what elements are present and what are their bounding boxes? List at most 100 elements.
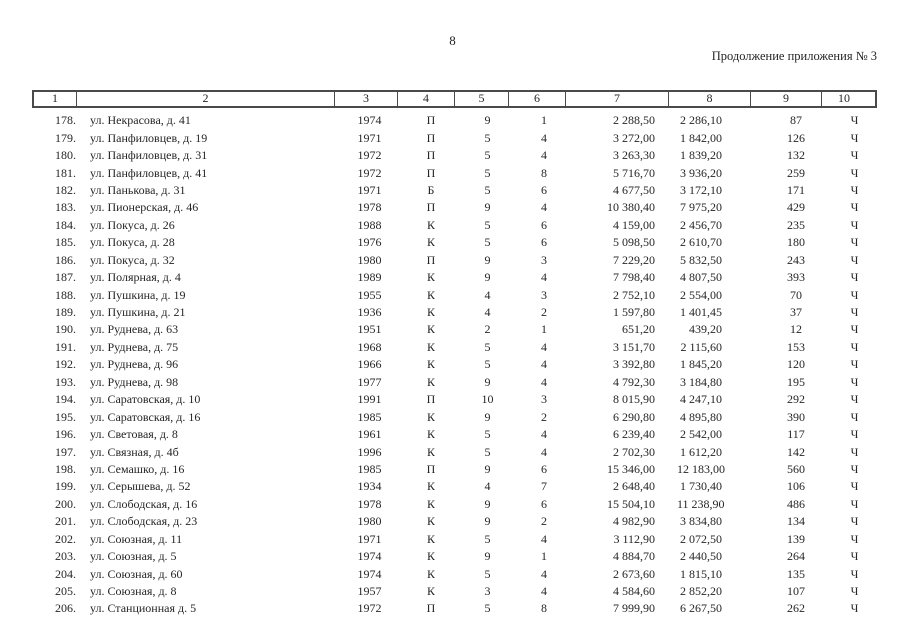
- cell-col-8: 3 172,10: [680, 182, 722, 197]
- table-row: 188. ул. Пушкина, д. 19 1955 К 4 3 2 752,10 2 5…: [32, 286, 877, 303]
- cell-col-4: К: [426, 549, 435, 564]
- cell-col-6: 3: [541, 392, 547, 407]
- cell-col-7: 7 999,90: [613, 601, 655, 616]
- cell-col-7: 4 884,70: [613, 549, 655, 564]
- cell-col-6: 6: [541, 182, 547, 197]
- cell-col-6: 6: [541, 217, 547, 232]
- cell-col-5: 5: [484, 357, 491, 372]
- cell-col-9: 243: [787, 252, 805, 267]
- cell-col-8: 6 267,50: [680, 601, 722, 616]
- cell-col-6: 4: [541, 270, 547, 285]
- cell-col-1: 203.: [55, 549, 76, 564]
- cell-col-8: 1 401,45: [680, 305, 722, 320]
- cell-col-10: Ч: [850, 322, 859, 337]
- cell-col-7: 3 151,70: [613, 339, 655, 354]
- cell-col-4: П: [426, 461, 436, 476]
- cell-col-7: 8 015,90: [613, 392, 655, 407]
- cell-col-8: 1 839,20: [680, 148, 722, 163]
- cell-col-10: Ч: [850, 584, 859, 599]
- cell-col-3: 1971: [357, 182, 382, 197]
- table-row: 178. ул. Некрасова, д. 41 1974 П 9 1 2 288,50 2…: [32, 112, 877, 129]
- cell-col-6: 4: [541, 584, 547, 599]
- cell-col-10: Ч: [850, 409, 859, 424]
- cell-col-10: Ч: [850, 601, 859, 616]
- cell-col-1: 181.: [55, 165, 76, 180]
- cell-col-8: 2 456,70: [680, 217, 722, 232]
- cell-col-8: 5 832,50: [680, 252, 722, 267]
- cell-col-9: 70: [790, 287, 802, 302]
- cell-col-5: 5: [484, 427, 491, 442]
- cell-col-2: ул. Слободская, д. 23: [90, 514, 198, 529]
- cell-col-2: ул. Саратовская, д. 10: [90, 392, 201, 407]
- cell-col-8: 1 842,00: [680, 130, 722, 145]
- cell-col-10: Ч: [850, 339, 859, 354]
- cell-col-2: ул. Пушкина, д. 19: [90, 287, 186, 302]
- cell-col-9: 87: [790, 113, 802, 128]
- cell-col-8: 1 730,40: [680, 479, 722, 494]
- cell-col-6: 4: [541, 357, 547, 372]
- cell-col-1: 196.: [55, 427, 76, 442]
- cell-col-2: ул. Панфиловцев, д. 31: [90, 148, 208, 163]
- cell-col-6: 6: [541, 235, 547, 250]
- cell-col-8: 3 834,80: [680, 514, 722, 529]
- cell-col-7: 6 239,40: [613, 427, 655, 442]
- cell-col-10: Ч: [850, 549, 859, 564]
- cell-col-7: 4 159,00: [613, 217, 655, 232]
- cell-col-9: 195: [787, 374, 805, 389]
- table-row: 187. ул. Полярная, д. 4 1989 К 9 4 7 798,40 4 8…: [32, 269, 877, 286]
- cell-col-1: 194.: [55, 392, 76, 407]
- cell-col-9: 429: [787, 200, 805, 215]
- cell-col-3: 1980: [357, 514, 382, 529]
- cell-col-10: Ч: [850, 252, 859, 267]
- column-header: 9: [750, 92, 821, 106]
- cell-col-2: ул. Слободская, д. 16: [90, 496, 198, 511]
- cell-col-2: ул. Пушкина, д. 21: [90, 305, 186, 320]
- cell-col-5: 5: [484, 217, 491, 232]
- cell-col-4: К: [426, 514, 435, 529]
- cell-col-9: 134: [787, 514, 805, 529]
- cell-col-9: 107: [787, 584, 805, 599]
- cell-col-10: Ч: [850, 130, 859, 145]
- cell-col-3: 1971: [357, 531, 382, 546]
- cell-col-3: 1974: [357, 566, 382, 581]
- cell-col-6: 1: [541, 549, 547, 564]
- table-row: 196. ул. Световая, д. 8 1961 К 5 4 6 239,40 2 5…: [32, 426, 877, 443]
- cell-col-3: 1955: [357, 287, 382, 302]
- cell-col-9: 139: [787, 531, 805, 546]
- cell-col-5: 9: [484, 514, 491, 529]
- cell-col-2: ул. Световая, д. 8: [90, 427, 178, 442]
- cell-col-6: 4: [541, 427, 547, 442]
- cell-col-3: 1996: [357, 444, 382, 459]
- table-row: 204. ул. Союзная, д. 60 1974 К 5 4 2 673,60 1 8…: [32, 565, 877, 582]
- cell-col-8: 3 184,80: [680, 374, 722, 389]
- cell-col-3: 1966: [357, 357, 382, 372]
- column-header: 10: [821, 92, 866, 106]
- cell-col-2: ул. Союзная, д. 11: [90, 531, 183, 546]
- cell-col-1: 191.: [55, 339, 76, 354]
- cell-col-3: 1980: [357, 252, 382, 267]
- cell-col-5: 5: [484, 130, 491, 145]
- cell-col-5: 5: [484, 444, 491, 459]
- cell-col-6: 4: [541, 566, 547, 581]
- table-row: 183. ул. Пионерская, д. 46 1978 П 9 4 10 380,4…: [32, 199, 877, 216]
- cell-col-3: 1978: [357, 200, 382, 215]
- cell-col-4: К: [426, 409, 435, 424]
- cell-col-5: 5: [484, 182, 491, 197]
- cell-col-9: 235: [787, 217, 805, 232]
- cell-col-3: 1951: [357, 322, 382, 337]
- cell-col-7: 651,20: [622, 322, 655, 337]
- cell-col-10: Ч: [850, 165, 859, 180]
- cell-col-10: Ч: [850, 217, 859, 232]
- cell-col-2: ул. Некрасова, д. 41: [90, 113, 191, 128]
- cell-col-10: Ч: [850, 374, 859, 389]
- cell-col-4: К: [426, 427, 435, 442]
- cell-col-5: 5: [484, 148, 491, 163]
- cell-col-3: 1977: [357, 374, 382, 389]
- cell-col-5: 4: [484, 479, 491, 494]
- cell-col-7: 5 716,70: [613, 165, 655, 180]
- cell-col-2: ул. Полярная, д. 4: [90, 270, 181, 285]
- cell-col-8: 2 852,20: [680, 584, 722, 599]
- cell-col-1: 197.: [55, 444, 76, 459]
- cell-col-6: 1: [541, 113, 547, 128]
